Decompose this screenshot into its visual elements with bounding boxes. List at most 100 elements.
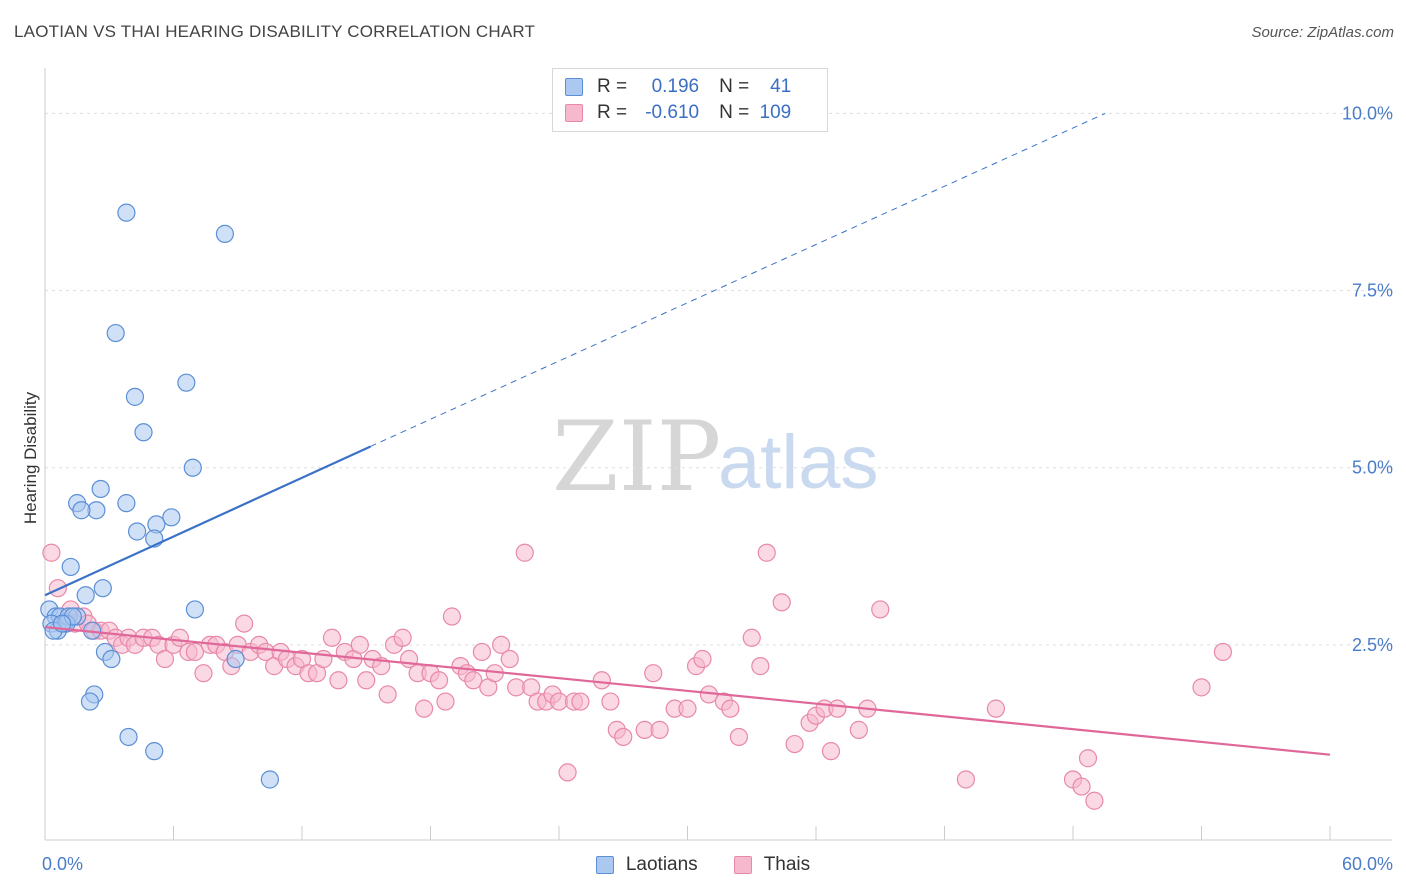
thai-point [751,657,770,676]
thai-point [185,642,205,662]
laotians-points [40,203,279,789]
thai-point [500,649,519,669]
thai-point [515,543,534,562]
thai-point [785,734,804,754]
thai-point [1213,642,1233,662]
thai-point [871,600,890,619]
thai-point [492,635,511,654]
laotian-point [177,373,196,392]
laotian-point [117,203,136,222]
x-tick-label: 60.0% [1342,854,1393,874]
y-tick-label: 5.0% [1352,458,1393,478]
laotian-point [93,579,112,598]
thai-point [155,649,175,669]
legend-item-laotians[interactable]: Laotians [595,854,698,876]
thai-point [235,614,254,633]
series-legend: Laotians Thais [0,852,1406,878]
laotian-point [260,770,279,789]
thai-point [571,692,590,711]
thai-point [828,699,847,718]
thai-point [757,543,776,562]
legend-row-laotians: R = 0.196 N = 41 [565,75,791,99]
laotian-point [72,501,91,520]
grid-lines [45,112,1392,646]
thai-point [436,692,455,711]
thai-point [592,671,611,690]
stats-legend: R = 0.196 N = 41 R = -0.610 N = 109 [552,68,828,132]
thai-point [48,579,67,598]
legend-label-laotians: Laotians [625,854,698,875]
thai-point [678,699,697,718]
legend-n-label: N = [719,76,750,97]
thai-point [601,692,620,711]
chart-title: LAOTIAN VS THAI HEARING DISABILITY CORRE… [14,22,536,41]
laotian-point [106,323,125,343]
thai-point [772,593,791,612]
laotian-point [61,557,80,577]
y-tick-labels: 2.5% 5.0% 7.5% 10.0% [1342,103,1393,654]
thai-point [393,628,412,647]
laotian-point [185,600,205,619]
thai-point [350,635,369,654]
axes [44,68,1392,841]
legend-item-thais[interactable]: Thais [733,854,811,876]
source-credit: Source: ZipAtlas.com [1251,24,1394,41]
legend-swatch-thais [733,856,752,874]
laotian-point [145,742,164,761]
laotian-point [215,224,234,243]
thai-point [357,671,376,690]
legend-swatch-thais [565,104,583,122]
thai-point [956,770,976,789]
thai-point [821,742,841,761]
thai-point [742,628,761,647]
y-tick-label: 10.0% [1342,103,1393,123]
thai-point [1078,749,1098,768]
legend-r-label: R = [597,102,628,123]
legend-n-label: N = [719,102,750,123]
thai-point [314,649,333,669]
x-tick-label: 0.0% [42,854,83,874]
thai-point [558,763,577,782]
thais-points [42,543,1233,810]
laotian-point [134,423,153,442]
watermark: ZIP atlas [552,401,879,513]
thai-point [1072,777,1091,796]
thai-point [614,727,633,747]
legend-r-value: -0.610 [645,102,700,123]
laotian-point [119,727,138,747]
legend-r-value: 0.196 [651,76,700,97]
laotian-point [76,586,95,605]
thai-point [472,642,491,662]
laotian-point [183,458,202,477]
legend-r-label: R = [597,76,628,97]
trend-lines [44,112,1331,756]
laotian-point [127,522,147,541]
legend-row-thais: R = -0.610 N = 109 [565,101,791,125]
thai-point [378,685,397,704]
thai-point [322,628,342,647]
laotian-point [162,508,181,527]
y-tick-label: 7.5% [1352,281,1393,301]
y-axis-title: Hearing Disability [21,391,40,524]
laotian-point [125,387,145,406]
thai-point [729,727,749,747]
thai-point [329,671,348,690]
legend-n-value: 109 [759,102,792,123]
laotian-point [226,649,245,669]
laotians-trend-extension [370,112,1106,447]
thais-trend-line [44,626,1331,756]
y-tick-label: 2.5% [1352,635,1393,655]
laotian-point [91,479,110,499]
thai-point [414,699,434,718]
legend-swatch-laotians [595,856,614,874]
thai-point [986,699,1006,718]
thai-point [721,699,740,718]
x-tick-labels: 0.0% 60.0% [42,854,1393,874]
legend-n-value: 41 [770,76,792,97]
thai-point [429,671,449,690]
legend-label-thais: Thais [763,854,811,875]
laotian-point [117,494,136,513]
thai-point [849,720,868,739]
thai-point [644,664,663,683]
